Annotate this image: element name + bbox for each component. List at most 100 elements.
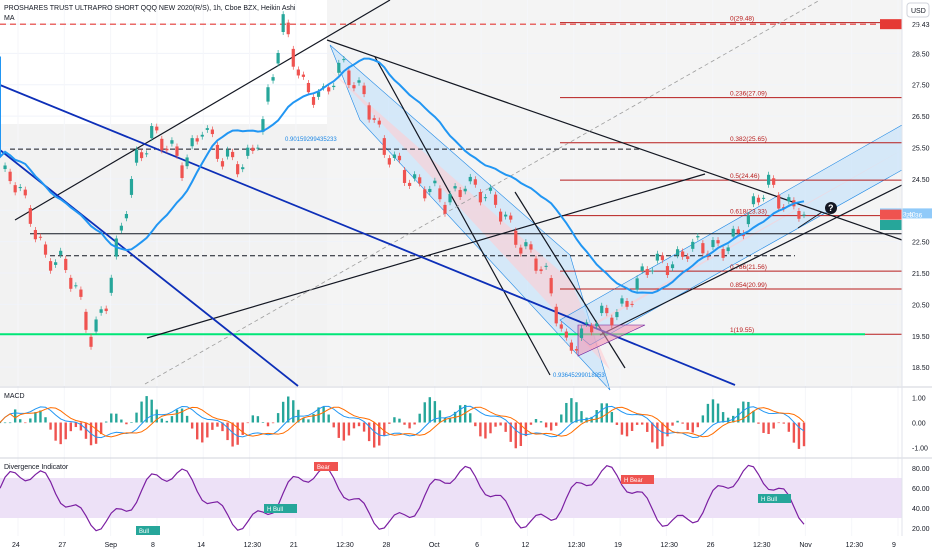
divergence-label-badge <box>264 504 297 513</box>
macd-histogram-bar <box>54 422 57 441</box>
candle-body <box>478 191 482 203</box>
divergence-label-badge <box>314 462 338 471</box>
macd-histogram-bar <box>261 422 265 423</box>
macd-histogram-bar <box>529 422 533 425</box>
candle-body <box>134 149 139 163</box>
candle-body <box>139 152 144 159</box>
divergence-label-text: Bear <box>317 465 330 471</box>
macd-histogram-bar <box>69 422 72 432</box>
fib-level-label: 1(19.55) <box>730 327 754 334</box>
candle-body <box>215 144 220 159</box>
time-tick-label: 14 <box>197 542 205 549</box>
candle-body <box>231 151 235 158</box>
macd-histogram-bar <box>64 422 67 440</box>
macd-histogram-bar <box>302 418 305 423</box>
macd-histogram-bar <box>94 422 98 444</box>
macd-histogram-bar <box>357 422 361 427</box>
macd-histogram-bar <box>84 422 88 439</box>
candle-body <box>200 134 204 137</box>
macd-histogram-bar <box>539 421 543 423</box>
candle-body <box>352 85 356 89</box>
macd-histogram-bar <box>99 422 103 435</box>
macd-histogram-bar <box>787 422 791 432</box>
candle-body <box>534 258 538 271</box>
candle-body <box>316 91 321 97</box>
candle-body <box>190 138 194 147</box>
candle-body <box>236 164 240 175</box>
macd-histogram-bar <box>408 422 411 429</box>
candle-body <box>23 189 27 196</box>
trend-line <box>374 56 551 376</box>
candle-body <box>79 289 83 297</box>
macd-histogram-bar <box>742 401 745 423</box>
macd-histogram-bar <box>625 422 629 437</box>
candle-body <box>327 87 331 92</box>
macd-histogram-bar <box>367 422 371 442</box>
candle-body <box>185 157 189 167</box>
macd-histogram-bar <box>155 409 158 423</box>
macd-histogram-bar <box>691 422 694 433</box>
trend-line <box>14 0 391 221</box>
candle-body <box>579 328 584 338</box>
macd-histogram-bar <box>676 420 679 423</box>
macd-histogram-bar <box>661 422 664 447</box>
macd-histogram-bar <box>251 415 255 423</box>
macd-histogram-bar <box>271 422 275 424</box>
macd-histogram-bar <box>696 422 700 428</box>
macd-histogram-bar <box>246 422 249 424</box>
macd-histogram-bar <box>418 413 421 423</box>
candle-body <box>701 243 705 254</box>
divergence-title: Divergence Indicator <box>4 464 69 471</box>
candle-body <box>382 138 386 155</box>
candle-body <box>514 230 518 245</box>
macd-histogram-bar <box>469 413 472 423</box>
candle-body <box>645 269 649 275</box>
macd-histogram-bar <box>747 401 750 423</box>
currency-badge[interactable] <box>906 2 930 18</box>
macd-histogram-bar <box>711 399 715 423</box>
candle-body <box>746 215 750 225</box>
price-tick-label: 18.50 <box>912 365 930 372</box>
macd-histogram-bar <box>464 404 467 423</box>
price-label-text: 29.43 <box>906 22 923 29</box>
macd-histogram-bar <box>494 422 497 427</box>
price-label-badge <box>880 208 932 219</box>
divergence-label-text: Bull <box>139 529 149 535</box>
time-tick-label: 12:30 <box>244 542 262 549</box>
price-tick-label: 28.50 <box>912 51 930 58</box>
time-tick-label: 28 <box>383 542 391 549</box>
candle-body <box>54 262 58 265</box>
macd-histogram-bar <box>706 403 710 423</box>
candle-body <box>590 325 594 333</box>
macd-histogram-bar <box>393 417 396 423</box>
time-tick-label: Oct <box>429 542 440 549</box>
candle-body <box>797 211 801 219</box>
candle-body <box>387 158 391 165</box>
candle-body <box>28 208 32 224</box>
candle-body <box>549 278 553 294</box>
candle-body <box>610 317 614 326</box>
question-marker-icon[interactable] <box>825 202 837 214</box>
candle-body <box>347 70 351 86</box>
candle-body <box>145 153 149 155</box>
macd-histogram-bar <box>666 422 669 437</box>
candle-body <box>802 214 806 216</box>
candle-body <box>686 256 690 259</box>
macd-histogram-bar <box>646 422 649 432</box>
macd-histogram-bar <box>307 419 310 423</box>
trend-line <box>144 0 821 385</box>
candle-body <box>559 324 563 329</box>
candle-body <box>246 147 250 156</box>
candle-body <box>48 261 53 271</box>
candle-body <box>751 196 756 205</box>
macd-histogram-bar <box>352 422 356 429</box>
channel-lower <box>560 150 902 345</box>
price-label-badge <box>880 19 902 30</box>
candle-body <box>620 298 624 304</box>
candle-body <box>286 22 290 35</box>
macd-histogram-bar <box>782 422 785 424</box>
chart-title: PROSHARES TRUST ULTRAPRO SHORT QQQ NEW 2… <box>4 5 296 12</box>
macd-histogram-bar <box>580 411 583 423</box>
candle-body <box>600 305 604 314</box>
